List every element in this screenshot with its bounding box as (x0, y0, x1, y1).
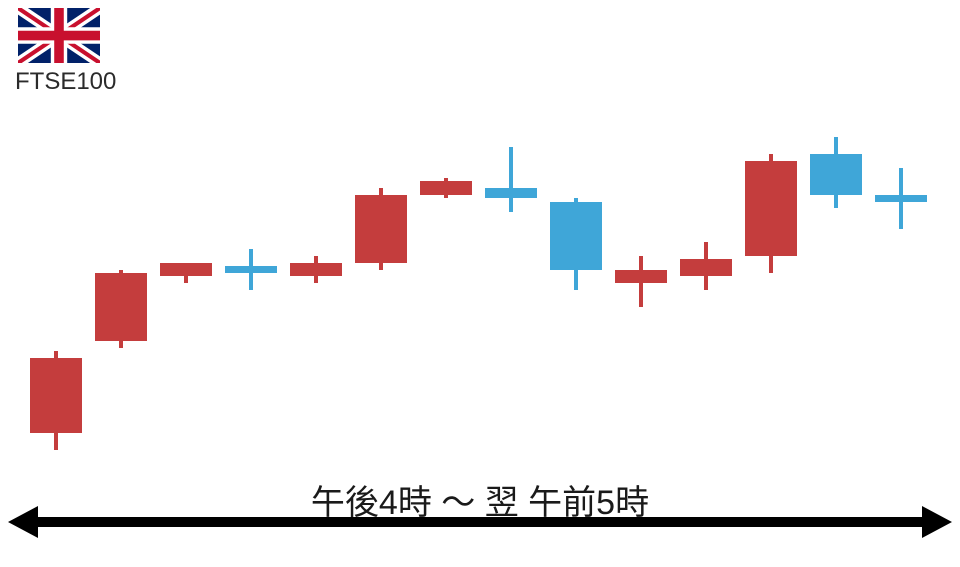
candle-5 (355, 120, 407, 460)
candle-7 (485, 120, 537, 460)
candle-8 (550, 120, 602, 460)
candle-1 (95, 120, 147, 460)
candle-0 (30, 120, 82, 460)
candle-11 (745, 120, 797, 460)
candle-10 (680, 120, 732, 460)
candle-12 (810, 120, 862, 460)
candle-2 (160, 120, 212, 460)
arrow-head-right (922, 506, 952, 538)
arrow-shaft (36, 517, 924, 527)
candle-3 (225, 120, 277, 460)
arrow-head-left (8, 506, 38, 538)
candle-13 (875, 120, 927, 460)
uk-flag-icon (18, 8, 100, 63)
index-name-label: FTSE100 (15, 68, 116, 96)
candle-9 (615, 120, 667, 460)
candlestick-chart (0, 120, 960, 460)
candle-6 (420, 120, 472, 460)
candle-4 (290, 120, 342, 460)
